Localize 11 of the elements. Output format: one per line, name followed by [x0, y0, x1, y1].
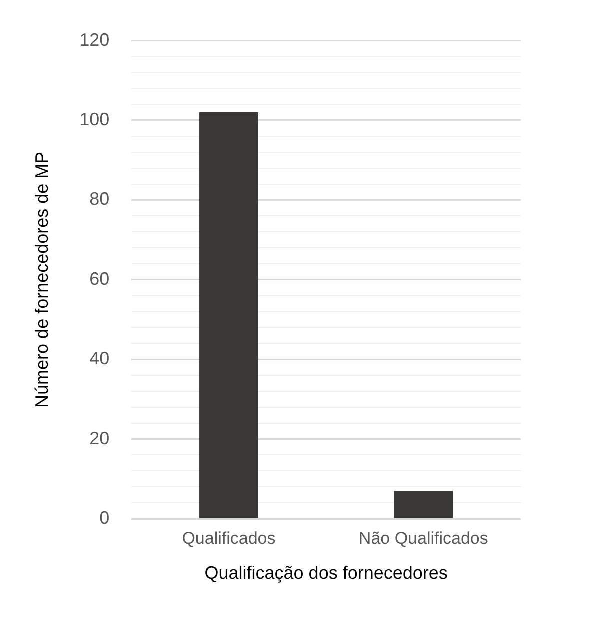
y-tick-label: 60 — [90, 268, 110, 289]
x-axis-title: Qualificação dos fornecedores — [204, 563, 448, 584]
y-tick-label: 20 — [90, 428, 110, 448]
y-tick-label: 120 — [80, 30, 110, 50]
y-tick-label: 100 — [80, 109, 110, 130]
y-tick-label: 80 — [90, 189, 110, 210]
x-tick-label: Não Qualificados — [358, 528, 488, 548]
x-tick-label: Qualificados — [182, 528, 276, 548]
y-tick-label: 0 — [100, 508, 110, 528]
y-axis-title: Número de fornecedores de MP — [32, 152, 52, 408]
y-tick-label: 40 — [90, 348, 110, 369]
